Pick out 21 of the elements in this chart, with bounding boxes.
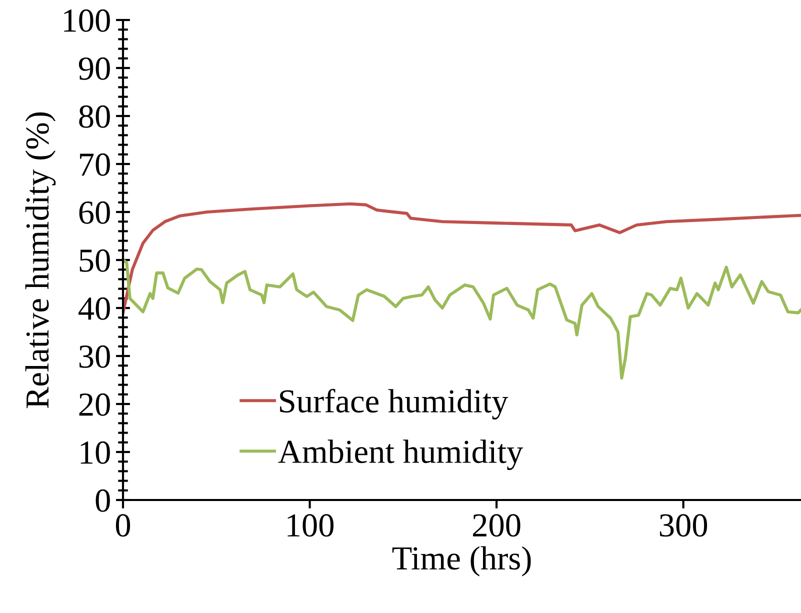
y-tick-label: 10 xyxy=(80,441,110,464)
legend-label: Ambient humidity xyxy=(278,440,524,470)
x-tick-label: 100 xyxy=(288,514,334,537)
y-tick-label: 70 xyxy=(80,153,110,176)
y-tick-label: 60 xyxy=(79,201,110,224)
y-tick-label: 40 xyxy=(78,297,110,320)
y-tick-label: 20 xyxy=(79,393,110,416)
x-tick-label: 200 xyxy=(473,514,520,537)
line-series xyxy=(123,202,801,314)
line-series xyxy=(123,258,801,380)
x-tick-label: 300 xyxy=(660,514,708,537)
y-axis-title: Relative humidity (%) xyxy=(25,112,56,408)
x-axis-title: Time (hrs) xyxy=(392,546,531,576)
y-tick-label: 50 xyxy=(80,249,110,272)
y-tick-label: 30 xyxy=(79,345,110,368)
y-tick-label: 0 xyxy=(96,489,110,512)
x-tick-label: 0 xyxy=(116,514,130,537)
y-tick-label: 90 xyxy=(78,57,110,80)
legend-label: Surface humidity xyxy=(280,388,508,420)
y-tick-label: 100 xyxy=(64,9,110,32)
y-tick-label: 80 xyxy=(79,105,110,128)
